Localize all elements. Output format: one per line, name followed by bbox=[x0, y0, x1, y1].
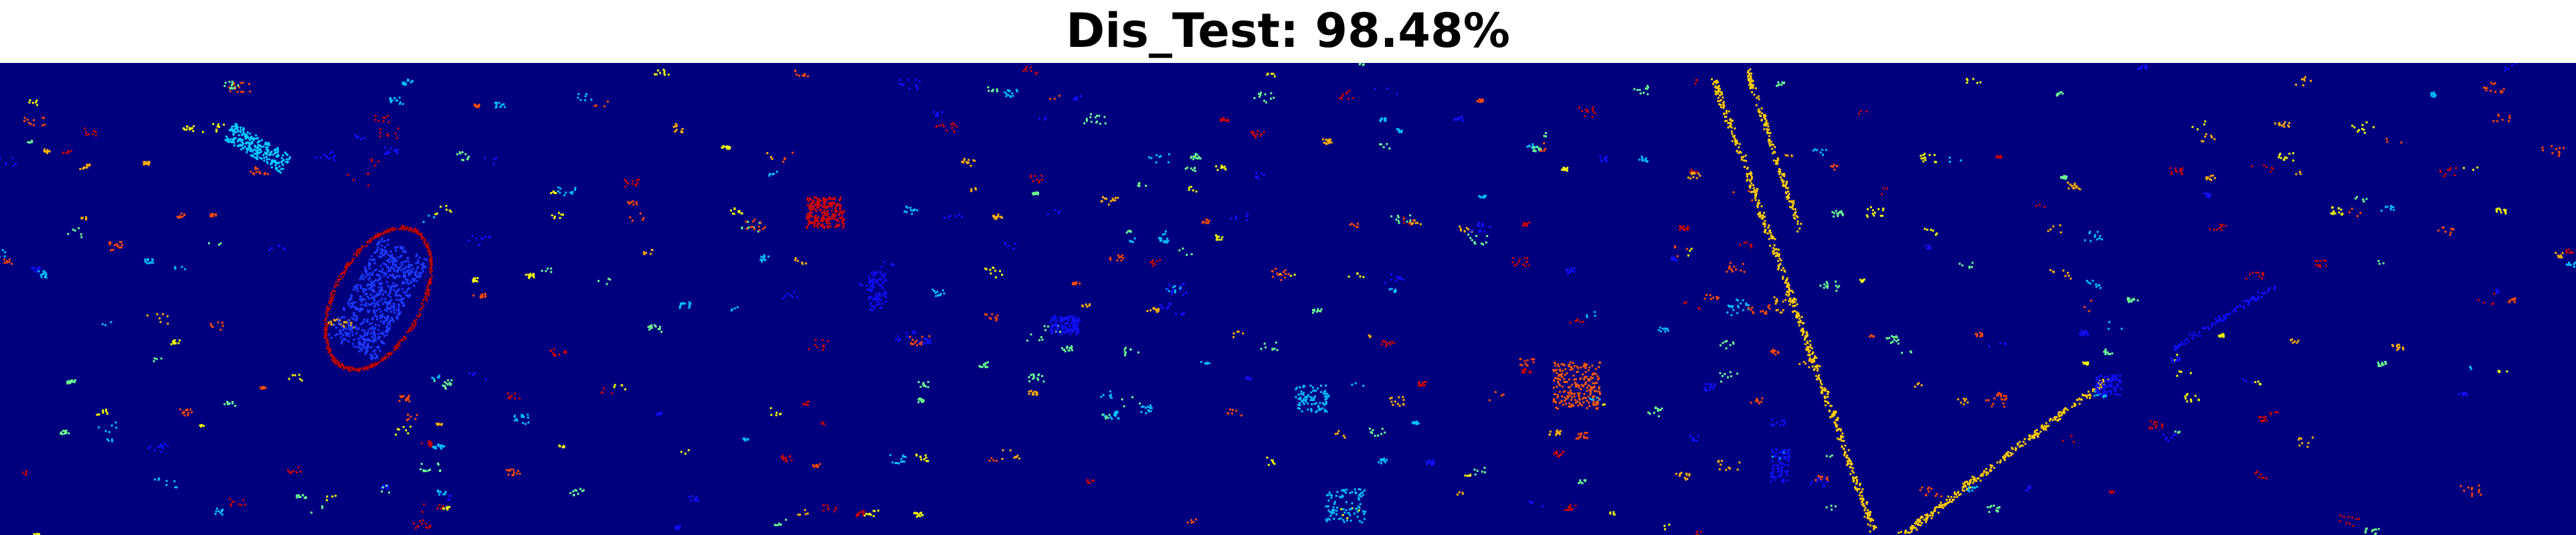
classification-map bbox=[0, 63, 2576, 535]
red-block-region bbox=[806, 196, 845, 229]
orange-cluster-region bbox=[1552, 361, 1601, 410]
stadium-region bbox=[323, 224, 434, 373]
cyan-spots bbox=[1295, 384, 1367, 524]
classification-map-image bbox=[0, 63, 2576, 535]
blue-blocks bbox=[868, 271, 2123, 483]
cyan-block-region bbox=[224, 123, 292, 174]
map-background bbox=[0, 63, 2576, 535]
scattered-class-pixels bbox=[0, 63, 2576, 535]
road-lines bbox=[1711, 68, 2276, 534]
figure-title: Dis_Test: 98.48% bbox=[1066, 3, 1510, 58]
